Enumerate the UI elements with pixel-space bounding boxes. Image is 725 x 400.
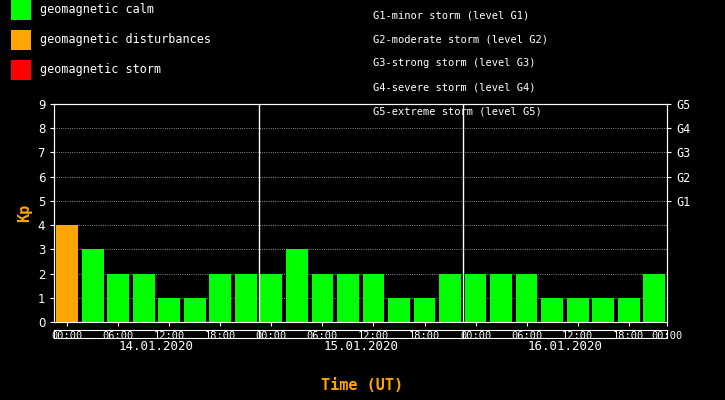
Bar <box>286 249 307 322</box>
Bar <box>57 225 78 322</box>
Text: G5-extreme storm (level G5): G5-extreme storm (level G5) <box>373 106 542 116</box>
Text: geomagnetic storm: geomagnetic storm <box>40 64 161 76</box>
Bar <box>158 298 180 322</box>
Bar <box>592 298 614 322</box>
Bar <box>133 274 154 322</box>
Bar <box>490 274 512 322</box>
Text: geomagnetic disturbances: geomagnetic disturbances <box>40 34 211 46</box>
Bar <box>362 274 384 322</box>
Bar <box>210 274 231 322</box>
Bar <box>260 274 282 322</box>
Bar <box>439 274 461 322</box>
Bar <box>312 274 334 322</box>
Text: G1-minor storm (level G1): G1-minor storm (level G1) <box>373 10 530 20</box>
Text: 15.01.2020: 15.01.2020 <box>323 340 398 352</box>
Bar <box>542 298 563 322</box>
Text: G2-moderate storm (level G2): G2-moderate storm (level G2) <box>373 34 548 44</box>
Bar <box>567 298 589 322</box>
Bar <box>618 298 639 322</box>
Text: G3-strong storm (level G3): G3-strong storm (level G3) <box>373 58 536 68</box>
Bar <box>107 274 129 322</box>
Text: geomagnetic calm: geomagnetic calm <box>40 4 154 16</box>
Bar <box>388 298 410 322</box>
Text: 14.01.2020: 14.01.2020 <box>119 340 194 352</box>
Bar <box>465 274 486 322</box>
Bar <box>82 249 104 322</box>
Bar <box>414 298 435 322</box>
Text: G4-severe storm (level G4): G4-severe storm (level G4) <box>373 82 536 92</box>
Bar <box>515 274 537 322</box>
Text: 16.01.2020: 16.01.2020 <box>527 340 602 352</box>
Bar <box>643 274 665 322</box>
Bar <box>337 274 359 322</box>
Text: Time (UT): Time (UT) <box>321 378 404 393</box>
Bar <box>235 274 257 322</box>
Y-axis label: Kp: Kp <box>17 204 33 222</box>
Bar <box>184 298 206 322</box>
